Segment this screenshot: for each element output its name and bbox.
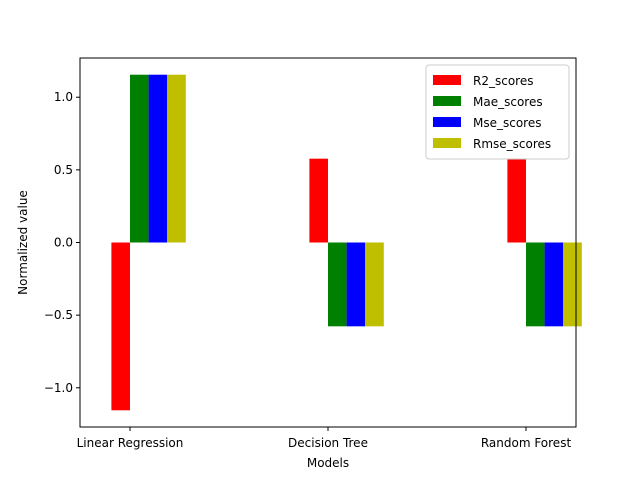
legend: R2_scores Mae_scores Mse_scores Rmse_scores bbox=[425, 64, 570, 160]
legend-swatch-mae-scores bbox=[433, 96, 461, 106]
x-axis-label: Models bbox=[307, 456, 349, 470]
x-tick-label: Decision Tree bbox=[288, 436, 368, 450]
y-tick-label: 1.0 bbox=[54, 90, 73, 104]
bar-r2-scores-random-forest bbox=[507, 158, 526, 243]
legend-label-mse-scores: Mse_scores bbox=[473, 116, 541, 130]
y-axis-label: Normalized value bbox=[16, 190, 30, 295]
bar-mse-scores-linear-regression bbox=[148, 74, 168, 243]
x-tick-label: Linear Regression bbox=[77, 436, 184, 450]
legend-label-r2-scores: R2_scores bbox=[473, 74, 533, 88]
y-tick-label: −1.0 bbox=[44, 381, 73, 395]
y-tick-label: 0.0 bbox=[54, 236, 73, 250]
bar-mae-scores-linear-regression bbox=[130, 74, 149, 243]
x-axis: Linear Regression Decision Tree Random For… bbox=[77, 427, 572, 450]
bar-mae-scores-decision-tree bbox=[328, 242, 347, 327]
bar-mae-scores-random-forest bbox=[526, 242, 545, 327]
bar-r2-scores-decision-tree bbox=[309, 158, 328, 243]
bar-rmse-scores-random-forest bbox=[563, 242, 582, 327]
legend-label-mae-scores: Mae_scores bbox=[473, 95, 543, 109]
bar-mse-scores-decision-tree bbox=[346, 242, 366, 327]
x-tick-label: Random Forest bbox=[481, 436, 572, 450]
legend-swatch-mse-scores bbox=[433, 117, 461, 127]
bars-group bbox=[111, 74, 582, 411]
y-axis: −1.0 −0.5 0.0 0.5 1.0 bbox=[44, 90, 80, 395]
bar-mse-scores-random-forest bbox=[544, 242, 564, 327]
bar-r2-scores-linear-regression bbox=[111, 242, 130, 411]
bar-rmse-scores-linear-regression bbox=[167, 74, 186, 243]
y-tick-label: 0.5 bbox=[54, 163, 73, 177]
legend-label-rmse-scores: Rmse_scores bbox=[473, 137, 551, 151]
legend-swatch-r2-scores bbox=[433, 75, 461, 85]
legend-box bbox=[425, 64, 570, 160]
bar-rmse-scores-decision-tree bbox=[365, 242, 384, 327]
legend-swatch-rmse-scores bbox=[433, 138, 461, 148]
y-tick-label: −0.5 bbox=[44, 308, 73, 322]
